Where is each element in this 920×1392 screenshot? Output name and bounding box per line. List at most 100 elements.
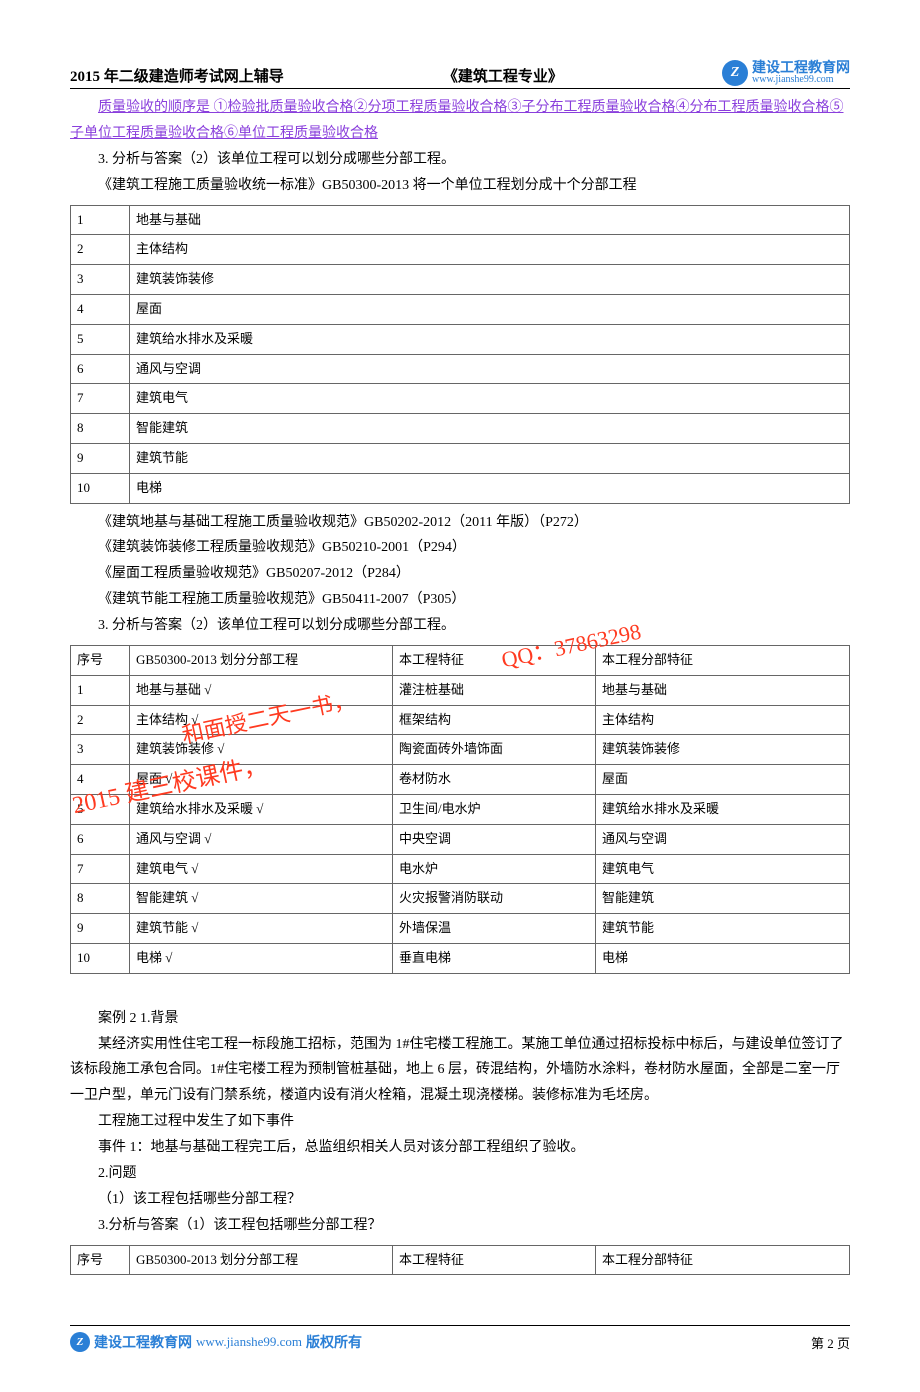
- table-cell: 地基与基础 √: [130, 675, 393, 705]
- table-row: 2主体结构: [71, 235, 850, 265]
- table-cell: 4: [71, 294, 130, 324]
- table-header-cell: 序号: [71, 1245, 130, 1275]
- ref-1: 《建筑地基与基础工程施工质量验收规范》GB50202-2012（2011 年版）…: [70, 510, 850, 536]
- table-header-cell: 本工程特征: [393, 1245, 596, 1275]
- footer-brand-url: www.jianshe99.com: [196, 1334, 302, 1350]
- table-cell: 通风与空调: [130, 354, 850, 384]
- table-header-cell: 序号: [71, 645, 130, 675]
- table-cell: 10: [71, 473, 130, 503]
- table-cell: 火灾报警消防联动: [393, 884, 596, 914]
- table-row: 4屋面 √卷材防水屋面: [71, 765, 850, 795]
- table-cell: 1: [71, 675, 130, 705]
- table-cell: 建筑装饰装修 √: [130, 735, 393, 765]
- table-cell: 9: [71, 443, 130, 473]
- table-cell: 4: [71, 765, 130, 795]
- table-cell: 建筑电气: [130, 384, 850, 414]
- footer-brand-block: Z 建设工程教育网 www.jianshe99.com 版权所有: [70, 1332, 362, 1352]
- table-cell: 智能建筑: [596, 884, 850, 914]
- table-cell: 5: [71, 794, 130, 824]
- table-cell: 8: [71, 414, 130, 444]
- brand-logo-icon: Z: [722, 60, 748, 86]
- table-subdivisions-with-features: 序号GB50300-2013 划分分部工程本工程特征本工程分部特征1地基与基础 …: [70, 645, 850, 974]
- table-cell: 智能建筑: [130, 414, 850, 444]
- blank-line: [70, 980, 850, 1006]
- table-cell: 框架结构: [393, 705, 596, 735]
- table-cell: 屋面: [130, 294, 850, 324]
- table-case2-subdivisions: 序号GB50300-2013 划分分部工程本工程特征本工程分部特征: [70, 1245, 850, 1276]
- table-cell: 地基与基础: [596, 675, 850, 705]
- footer-brand-cn: 建设工程教育网: [94, 1332, 192, 1352]
- brand-name-cn: 建设工程教育网: [752, 60, 850, 75]
- table-cell: 电梯: [130, 473, 850, 503]
- table-cell: 建筑装饰装修: [596, 735, 850, 765]
- page-footer: Z 建设工程教育网 www.jianshe99.com 版权所有 第 2 页: [70, 1325, 850, 1352]
- table-row: 3建筑装饰装修: [71, 265, 850, 295]
- brand-text: 建设工程教育网 www.jianshe99.com: [752, 60, 850, 85]
- table-header-cell: GB50300-2013 划分分部工程: [130, 645, 393, 675]
- table-cell: 陶瓷面砖外墙饰面: [393, 735, 596, 765]
- table-cell: 建筑给水排水及采暖: [596, 794, 850, 824]
- case2-question1: （1）该工程包括哪些分部工程？: [70, 1187, 850, 1213]
- table-cell: 地基与基础: [130, 205, 850, 235]
- table-row: 3建筑装饰装修 √陶瓷面砖外墙饰面建筑装饰装修: [71, 735, 850, 765]
- table-cell: 卫生间/电水炉: [393, 794, 596, 824]
- table-row: 9建筑节能: [71, 443, 850, 473]
- table-subdivisions: 1地基与基础2主体结构3建筑装饰装修4屋面5建筑给水排水及采暖6通风与空调7建筑…: [70, 205, 850, 504]
- footer-page-number: 第 2 页: [811, 1333, 850, 1352]
- case2-events-label: 工程施工过程中发生了如下事件: [70, 1109, 850, 1135]
- analysis-1: 3. 分析与答案（2）该单位工程可以划分成哪些分部工程。: [70, 147, 850, 173]
- document-page: 2015 年二级建造师考试网上辅导 《建筑工程专业》 Z 建设工程教育网 www…: [0, 0, 920, 1392]
- table-header-row: 序号GB50300-2013 划分分部工程本工程特征本工程分部特征: [71, 645, 850, 675]
- table-row: 5建筑给水排水及采暖: [71, 324, 850, 354]
- page-header: 2015 年二级建造师考试网上辅导 《建筑工程专业》 Z 建设工程教育网 www…: [70, 60, 850, 89]
- table-row: 5建筑给水排水及采暖 √卫生间/电水炉建筑给水排水及采暖: [71, 794, 850, 824]
- header-left-title: 2015 年二级建造师考试网上辅导: [70, 65, 284, 86]
- header-mid-title: 《建筑工程专业》: [443, 65, 563, 86]
- table-row: 10电梯 √垂直电梯电梯: [71, 943, 850, 973]
- table-cell: 电梯 √: [130, 943, 393, 973]
- sequence-link[interactable]: 质量验收的顺序是 ①检验批质量验收合格②分项工程质量验收合格③子分布工程质量验收…: [70, 100, 844, 141]
- link-sequence-paragraph: 质量验收的顺序是 ①检验批质量验收合格②分项工程质量验收合格③子分布工程质量验收…: [70, 95, 850, 147]
- table-cell: 1: [71, 205, 130, 235]
- table-row: 10电梯: [71, 473, 850, 503]
- table-row: 1地基与基础: [71, 205, 850, 235]
- ref-2: 《建筑装饰装修工程质量验收规范》GB50210-2001（P294）: [70, 535, 850, 561]
- table-cell: 建筑电气 √: [130, 854, 393, 884]
- brand-url: www.jianshe99.com: [752, 75, 850, 86]
- case2-title: 案例 2 1.背景: [70, 1006, 850, 1032]
- table-row: 4屋面: [71, 294, 850, 324]
- table-cell: 通风与空调: [596, 824, 850, 854]
- table-row: 8智能建筑: [71, 414, 850, 444]
- table-cell: 3: [71, 265, 130, 295]
- table-header-cell: 本工程分部特征: [596, 645, 850, 675]
- footer-logo-icon: Z: [70, 1332, 90, 1352]
- ref-4: 《建筑节能工程施工质量验收规范》GB50411-2007（P305）: [70, 587, 850, 613]
- table-cell: 电水炉: [393, 854, 596, 884]
- table-cell: 10: [71, 943, 130, 973]
- table-cell: 6: [71, 354, 130, 384]
- table-row: 6通风与空调 √中央空调通风与空调: [71, 824, 850, 854]
- standard-1: 《建筑工程施工质量验收统一标准》GB50300-2013 将一个单位工程划分成十…: [70, 173, 850, 199]
- case2-answer-label: 3.分析与答案（1）该工程包括哪些分部工程？: [70, 1213, 850, 1239]
- table-cell: 建筑节能 √: [130, 914, 393, 944]
- table-cell: 7: [71, 854, 130, 884]
- table-cell: 外墙保温: [393, 914, 596, 944]
- table-cell: 建筑电气: [596, 854, 850, 884]
- table-row: 7建筑电气 √电水炉建筑电气: [71, 854, 850, 884]
- table-row: 9建筑节能 √外墙保温建筑节能: [71, 914, 850, 944]
- case2-background: 某经济实用性住宅工程一标段施工招标，范围为 1#住宅楼工程施工。某施工单位通过招…: [70, 1032, 850, 1110]
- table-cell: 主体结构 √: [130, 705, 393, 735]
- table-cell: 5: [71, 324, 130, 354]
- table-header-cell: 本工程分部特征: [596, 1245, 850, 1275]
- table-row: 7建筑电气: [71, 384, 850, 414]
- table-cell: 主体结构: [130, 235, 850, 265]
- analysis-2: 3. 分析与答案（2）该单位工程可以划分成哪些分部工程。: [70, 613, 850, 639]
- header-logo-block: Z 建设工程教育网 www.jianshe99.com: [722, 60, 850, 86]
- table-row: 2主体结构 √框架结构主体结构: [71, 705, 850, 735]
- table-cell: 灌注桩基础: [393, 675, 596, 705]
- table-cell: 屋面 √: [130, 765, 393, 795]
- table-cell: 中央空调: [393, 824, 596, 854]
- table-cell: 电梯: [596, 943, 850, 973]
- table-cell: 建筑节能: [596, 914, 850, 944]
- table-cell: 3: [71, 735, 130, 765]
